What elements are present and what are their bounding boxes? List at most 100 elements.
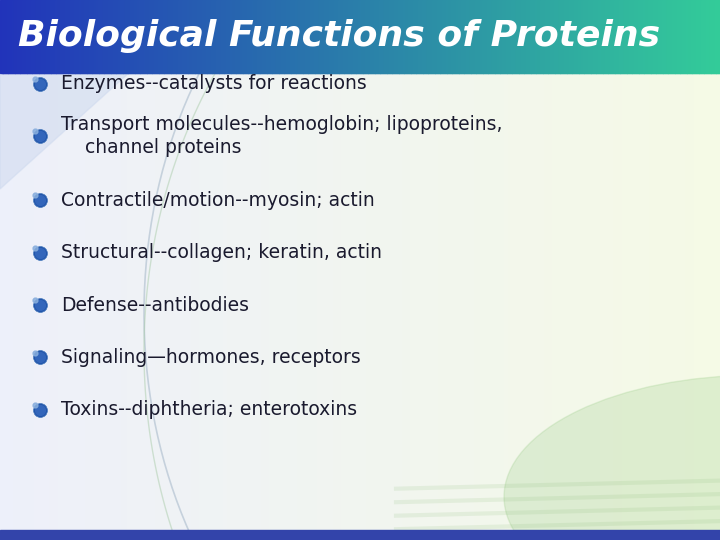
Bar bbox=[571, 0, 575, 540]
Bar bbox=[9, 0, 14, 73]
Bar bbox=[300, 0, 304, 540]
Bar bbox=[86, 0, 90, 73]
Bar bbox=[696, 0, 700, 73]
Bar bbox=[12, 0, 16, 540]
Bar bbox=[509, 0, 513, 73]
Bar bbox=[343, 0, 347, 73]
Bar bbox=[295, 0, 299, 73]
Bar bbox=[211, 0, 215, 73]
Bar bbox=[701, 0, 705, 73]
Bar bbox=[329, 0, 333, 73]
Bar bbox=[180, 0, 184, 73]
Bar bbox=[513, 0, 518, 73]
Bar bbox=[305, 0, 309, 73]
Bar bbox=[461, 0, 464, 540]
Bar bbox=[542, 0, 546, 73]
Bar bbox=[629, 0, 633, 540]
Bar bbox=[50, 0, 54, 73]
Bar bbox=[485, 0, 489, 540]
Bar bbox=[648, 0, 652, 540]
Bar bbox=[84, 0, 88, 73]
Bar bbox=[5, 0, 9, 73]
Bar bbox=[480, 0, 484, 73]
Bar bbox=[567, 0, 570, 73]
Bar bbox=[382, 0, 385, 73]
Bar bbox=[341, 0, 345, 540]
Bar bbox=[432, 0, 436, 540]
Bar bbox=[369, 0, 374, 73]
Bar bbox=[185, 0, 189, 73]
Bar bbox=[9, 0, 14, 540]
Bar bbox=[238, 0, 241, 540]
Bar bbox=[182, 0, 186, 540]
Bar bbox=[403, 0, 407, 540]
Bar bbox=[564, 0, 568, 73]
Bar bbox=[495, 0, 498, 73]
Bar bbox=[74, 0, 78, 540]
Bar bbox=[63, 0, 66, 73]
Bar bbox=[5, 0, 9, 540]
Bar bbox=[698, 0, 702, 73]
Bar bbox=[264, 0, 268, 73]
Bar bbox=[552, 0, 556, 540]
Bar bbox=[444, 0, 448, 540]
Bar bbox=[233, 0, 237, 73]
Bar bbox=[175, 0, 179, 73]
Bar bbox=[513, 0, 518, 540]
Bar bbox=[218, 0, 222, 540]
Bar bbox=[372, 0, 376, 73]
Bar bbox=[398, 0, 402, 73]
Bar bbox=[384, 0, 388, 540]
Bar bbox=[24, 0, 28, 73]
Bar bbox=[545, 0, 549, 540]
Bar bbox=[420, 0, 424, 73]
Bar bbox=[588, 0, 592, 540]
Bar bbox=[27, 0, 30, 73]
Bar bbox=[432, 0, 436, 73]
Bar bbox=[607, 0, 611, 540]
Bar bbox=[24, 0, 28, 540]
Bar bbox=[60, 0, 64, 540]
Bar bbox=[187, 0, 191, 73]
Bar bbox=[65, 0, 68, 540]
Bar bbox=[559, 0, 563, 73]
Bar bbox=[531, 0, 534, 540]
Bar bbox=[634, 0, 637, 540]
Bar bbox=[151, 0, 155, 540]
Bar bbox=[99, 0, 102, 73]
Bar bbox=[619, 0, 623, 73]
Bar bbox=[315, 0, 318, 540]
Bar bbox=[322, 0, 325, 73]
Bar bbox=[43, 0, 47, 540]
Bar bbox=[7, 0, 11, 540]
Bar bbox=[221, 0, 225, 540]
Bar bbox=[624, 0, 628, 73]
Bar bbox=[612, 0, 616, 540]
Bar bbox=[691, 0, 695, 540]
Bar bbox=[254, 0, 258, 540]
Bar bbox=[581, 0, 585, 540]
Bar bbox=[103, 0, 107, 540]
Bar bbox=[17, 0, 21, 73]
Bar bbox=[396, 0, 400, 73]
Bar bbox=[585, 0, 590, 540]
Bar bbox=[72, 0, 76, 73]
Bar bbox=[531, 0, 534, 73]
Bar bbox=[221, 0, 225, 73]
Bar bbox=[72, 0, 76, 540]
Bar bbox=[153, 0, 158, 73]
Bar bbox=[271, 0, 275, 73]
Bar bbox=[214, 0, 217, 540]
Bar bbox=[156, 0, 160, 73]
Bar bbox=[528, 0, 532, 540]
Bar bbox=[137, 0, 140, 540]
Bar bbox=[261, 0, 266, 540]
Bar bbox=[365, 0, 369, 73]
Bar bbox=[12, 0, 16, 73]
Bar bbox=[322, 0, 325, 540]
Bar bbox=[605, 0, 608, 540]
Bar bbox=[612, 0, 616, 73]
Bar bbox=[398, 0, 402, 540]
Bar bbox=[2, 0, 6, 73]
Bar bbox=[333, 0, 338, 540]
